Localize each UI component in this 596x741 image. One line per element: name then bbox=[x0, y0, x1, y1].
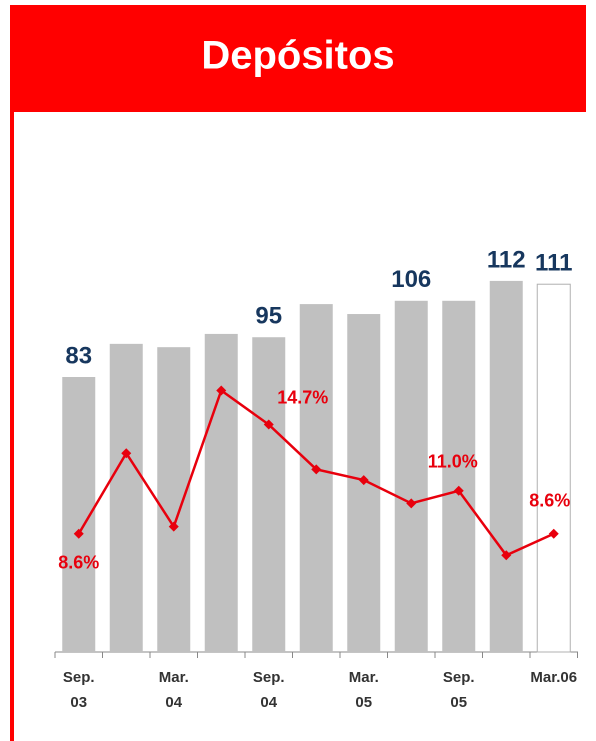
left-border bbox=[10, 112, 14, 741]
line-marker bbox=[406, 498, 417, 509]
line-value-label: 8.6% bbox=[529, 491, 570, 511]
bar bbox=[157, 347, 191, 652]
line-marker bbox=[263, 419, 274, 430]
line-value-label: 11.0% bbox=[428, 452, 478, 472]
line-marker bbox=[168, 521, 179, 532]
bar bbox=[109, 343, 143, 652]
line-marker bbox=[73, 528, 84, 539]
bar bbox=[299, 304, 333, 652]
bar-value-label: 111 bbox=[535, 250, 572, 277]
bar-value-label: 112 bbox=[487, 246, 526, 273]
x-tick-label: Mar. 04 bbox=[159, 669, 189, 711]
line-marker bbox=[358, 475, 369, 486]
bar bbox=[204, 333, 238, 652]
bar-value-label: 95 bbox=[255, 303, 282, 330]
bar-value-label: 83 bbox=[65, 342, 92, 369]
bar bbox=[442, 300, 476, 652]
bar bbox=[536, 283, 571, 653]
x-tick-label: Sep. 04 bbox=[253, 669, 285, 711]
line-marker bbox=[216, 385, 227, 396]
line-marker bbox=[121, 448, 132, 459]
x-tick-label: Mar.06 bbox=[530, 669, 577, 686]
bar bbox=[489, 280, 523, 652]
title-banner bbox=[10, 5, 586, 112]
line-marker bbox=[453, 485, 464, 496]
bar-value-label: 106 bbox=[391, 266, 431, 293]
x-tick-label: Mar. 05 bbox=[349, 669, 379, 711]
line-marker bbox=[548, 528, 559, 539]
chart-title: Depósitos bbox=[201, 34, 394, 78]
x-tick-label: Sep. 03 bbox=[63, 669, 95, 711]
line-marker bbox=[501, 550, 512, 561]
line-marker bbox=[311, 464, 322, 475]
bar bbox=[252, 337, 286, 652]
line-value-label: 8.6% bbox=[58, 553, 99, 573]
bar bbox=[394, 300, 428, 652]
line-value-label: 14.7% bbox=[277, 387, 328, 407]
x-tick-label: Sep. 05 bbox=[443, 669, 475, 711]
